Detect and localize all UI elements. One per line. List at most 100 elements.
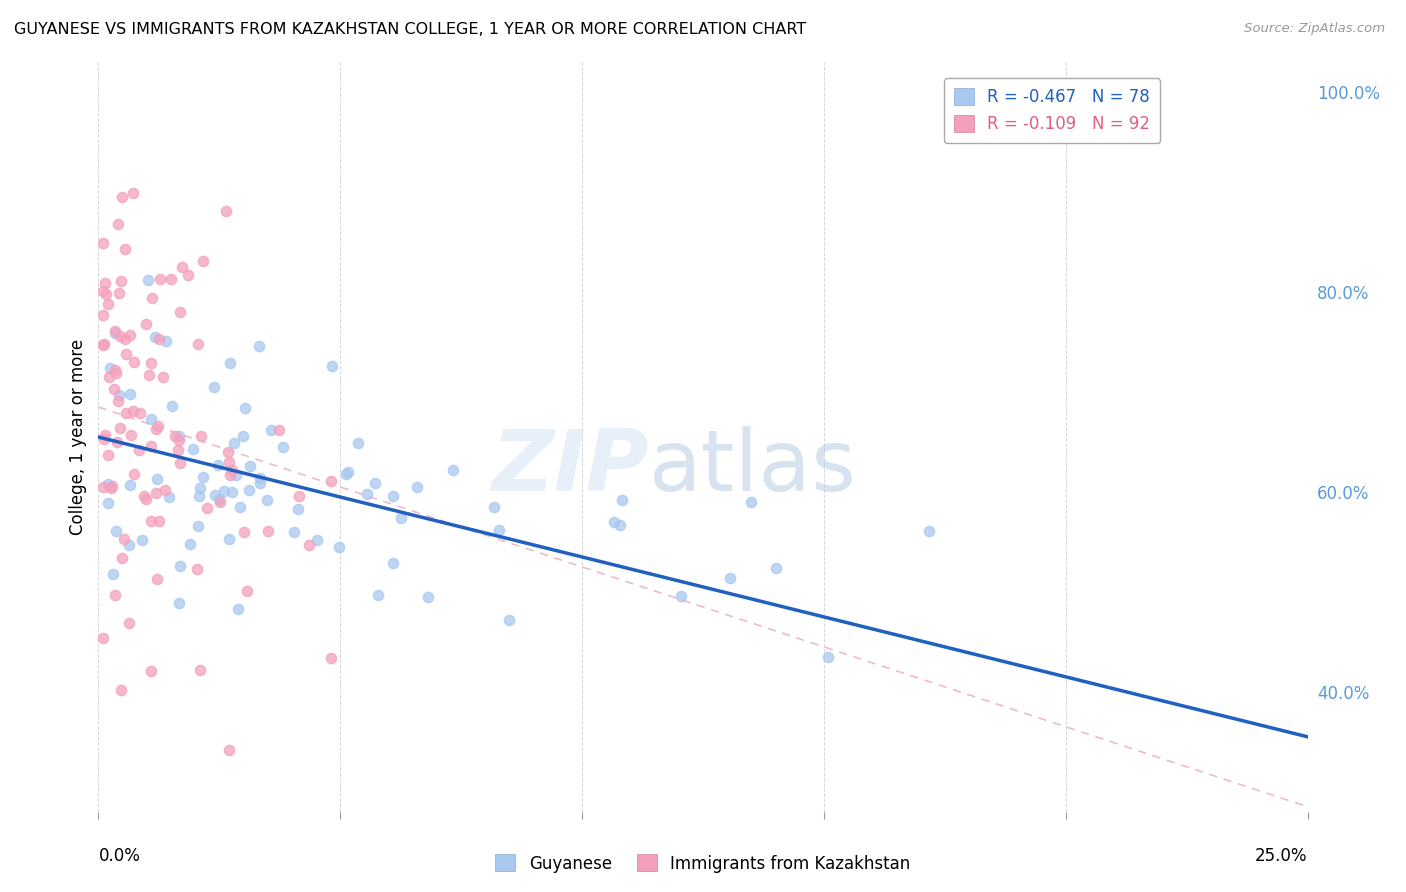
Point: [441, 463, 464, 477]
Point: [114, 533, 136, 547]
Point: [609, 518, 631, 533]
Point: [152, 370, 174, 384]
Point: [208, 495, 231, 509]
Point: [97, 370, 120, 384]
Point: [228, 500, 250, 515]
Point: [346, 435, 368, 450]
Point: [121, 403, 143, 417]
Point: [139, 664, 162, 678]
Point: [249, 471, 271, 485]
Point: [91, 309, 114, 323]
Point: [207, 458, 229, 472]
Point: [157, 490, 180, 504]
Text: Source: ZipAtlas.com: Source: ZipAtlas.com: [1244, 22, 1385, 36]
Point: [139, 514, 162, 528]
Point: [159, 272, 181, 286]
Text: 25.0%: 25.0%: [1256, 847, 1308, 864]
Point: [129, 406, 152, 420]
Point: [163, 429, 186, 443]
Point: [232, 429, 254, 443]
Point: [132, 489, 155, 503]
Point: [222, 435, 245, 450]
Point: [239, 459, 262, 474]
Point: [120, 477, 142, 491]
Point: [145, 472, 167, 486]
Point: [488, 523, 510, 537]
Point: [218, 455, 240, 469]
Point: [148, 418, 170, 433]
Point: [218, 467, 240, 482]
Point: [110, 274, 132, 288]
Point: [101, 479, 124, 493]
Point: [188, 489, 211, 503]
Point: [765, 561, 787, 575]
Point: [249, 339, 271, 353]
Point: [167, 596, 190, 610]
Point: [118, 387, 141, 401]
Point: [256, 493, 278, 508]
Point: [120, 428, 142, 442]
Point: [215, 203, 238, 218]
Point: [188, 663, 211, 677]
Point: [416, 591, 439, 605]
Point: [108, 421, 131, 435]
Point: [236, 584, 259, 599]
Point: [389, 510, 412, 524]
Point: [225, 468, 247, 483]
Y-axis label: College, 1 year or more: College, 1 year or more: [69, 339, 87, 535]
Point: [321, 359, 343, 373]
Point: [169, 305, 191, 319]
Point: [169, 434, 191, 448]
Point: [105, 434, 128, 449]
Point: [98, 360, 121, 375]
Point: [249, 475, 271, 490]
Point: [382, 557, 405, 571]
Point: [328, 540, 350, 554]
Point: [141, 292, 163, 306]
Point: [283, 524, 305, 539]
Point: [97, 476, 120, 491]
Text: ZIP: ZIP: [491, 425, 648, 508]
Point: [217, 444, 239, 458]
Point: [93, 432, 115, 446]
Point: [221, 484, 243, 499]
Point: [97, 496, 120, 510]
Legend: Guyanese, Immigrants from Kazakhstan: Guyanese, Immigrants from Kazakhstan: [489, 847, 917, 880]
Point: [233, 401, 256, 416]
Point: [114, 332, 136, 346]
Point: [238, 483, 260, 498]
Point: [146, 572, 169, 586]
Point: [187, 519, 209, 533]
Point: [111, 551, 134, 566]
Point: [100, 481, 122, 495]
Point: [166, 442, 188, 457]
Point: [233, 525, 256, 540]
Point: [145, 486, 167, 500]
Point: [204, 488, 226, 502]
Point: [187, 337, 209, 351]
Point: [337, 465, 360, 479]
Point: [406, 480, 429, 494]
Point: [817, 649, 839, 664]
Point: [498, 613, 520, 627]
Point: [669, 589, 692, 603]
Point: [131, 533, 153, 548]
Point: [104, 524, 127, 538]
Point: [169, 456, 191, 470]
Point: [103, 566, 125, 581]
Point: [218, 532, 240, 546]
Point: [181, 442, 204, 456]
Point: [610, 492, 633, 507]
Point: [257, 524, 280, 538]
Point: [218, 356, 240, 370]
Point: [91, 338, 114, 352]
Point: [148, 332, 170, 346]
Point: [226, 602, 249, 616]
Point: [162, 400, 184, 414]
Point: [135, 492, 157, 507]
Point: [186, 562, 208, 576]
Point: [167, 429, 190, 443]
Point: [93, 337, 115, 351]
Point: [139, 412, 162, 426]
Point: [177, 268, 200, 282]
